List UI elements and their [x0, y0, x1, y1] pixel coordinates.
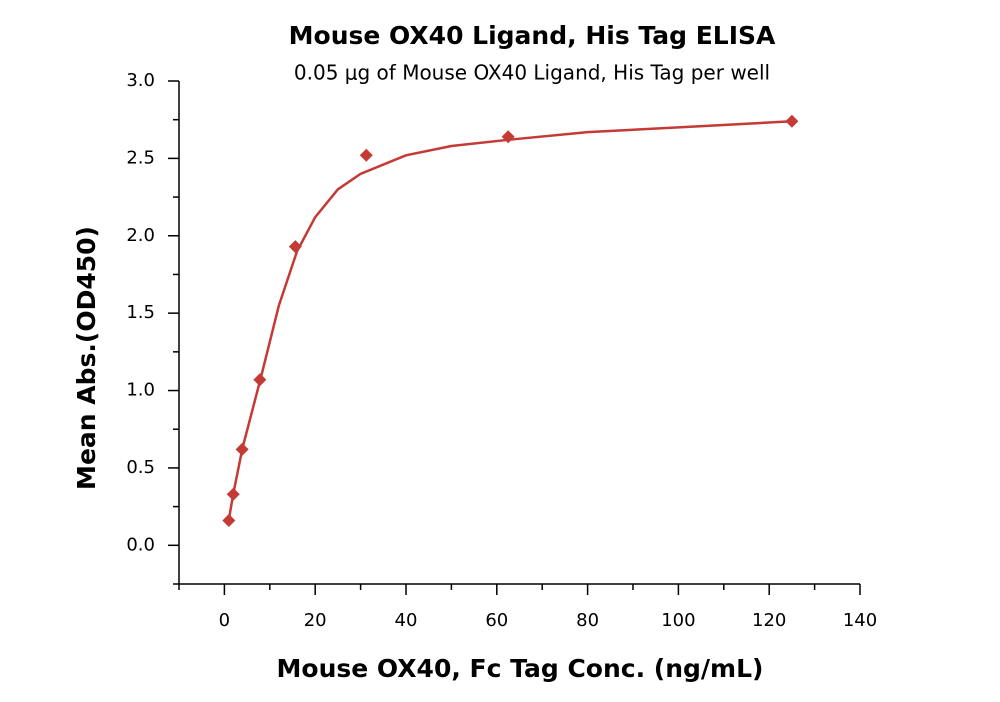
- data-point: [785, 114, 799, 128]
- data-point: [288, 240, 302, 254]
- x-tick-label: 120: [752, 610, 786, 631]
- data-point: [222, 514, 236, 528]
- y-tick-label: 0.0: [126, 534, 155, 555]
- y-tick-label: 1.5: [126, 302, 155, 323]
- chart-title: Mouse OX40 Ligand, His Tag ELISA: [289, 21, 776, 50]
- data-point: [226, 487, 240, 501]
- x-tick-label: 140: [843, 610, 877, 631]
- x-tick-label: 60: [485, 610, 508, 631]
- x-axis-label: Mouse OX40, Fc Tag Conc. (ng/mL): [277, 654, 764, 683]
- data-point: [253, 373, 267, 387]
- y-tick-label: 3.0: [126, 70, 155, 91]
- y-tick-label: 1.0: [126, 380, 155, 401]
- data-point: [235, 442, 249, 456]
- x-tick-label: 20: [304, 610, 327, 631]
- y-axis-label: Mean Abs.(OD450): [72, 226, 101, 490]
- y-tick-label: 2.5: [126, 147, 155, 168]
- data-point: [501, 130, 515, 144]
- x-tick-label: 40: [395, 610, 418, 631]
- x-tick-label: 0: [219, 610, 230, 631]
- x-tick-label: 80: [576, 610, 599, 631]
- x-tick-label: 100: [661, 610, 695, 631]
- y-tick-label: 0.5: [126, 457, 155, 478]
- data-point: [359, 148, 373, 162]
- y-tick-label: 2.0: [126, 225, 155, 246]
- fit-curve: [227, 119, 792, 520]
- chart-subtitle: 0.05 μg of Mouse OX40 Ligand, His Tag pe…: [294, 61, 770, 85]
